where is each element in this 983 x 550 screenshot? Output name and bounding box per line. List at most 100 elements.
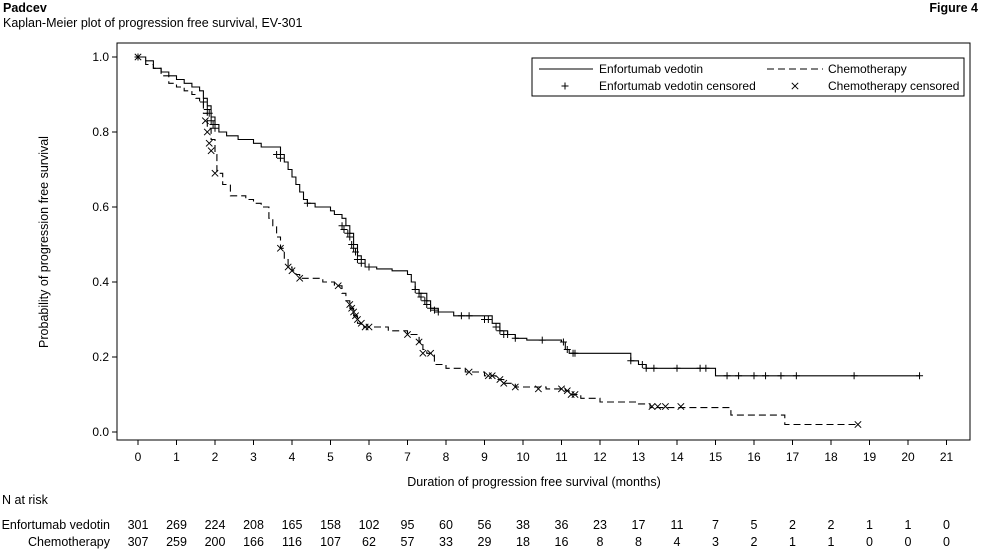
ev-censor-mark xyxy=(207,117,215,125)
risk-count: 33 xyxy=(439,535,453,549)
ev-censor-mark xyxy=(365,263,373,271)
chemo-censor-mark xyxy=(288,267,296,275)
risk-count: 259 xyxy=(166,535,187,549)
ev-censor-mark xyxy=(211,124,219,132)
x-tick-label: 12 xyxy=(593,450,607,464)
chemo-censor-mark xyxy=(677,402,685,411)
risk-count: 11 xyxy=(671,518,684,532)
chemo-censor-mark xyxy=(205,139,213,147)
risk-count: 29 xyxy=(478,535,492,549)
chemo-censor-mark xyxy=(488,372,496,380)
risk-count: 36 xyxy=(555,518,569,532)
risk-count: 4 xyxy=(674,535,681,549)
ev-censor-mark xyxy=(702,364,710,372)
ev-censor-mark xyxy=(496,327,504,335)
ev-censor-mark xyxy=(338,222,346,230)
y-tick-label: 0.4 xyxy=(92,275,109,289)
chemo-censor-mark xyxy=(534,385,542,393)
x-tick-label: 7 xyxy=(404,450,411,464)
ev-censor-mark xyxy=(650,364,658,372)
ev-censor-mark xyxy=(434,308,442,316)
chemo-censor-mark xyxy=(207,147,215,155)
y-tick-label: 0.8 xyxy=(92,125,109,139)
risk-table-title: N at risk xyxy=(2,493,49,507)
risk-count: 1 xyxy=(905,518,912,532)
ev-censor-mark xyxy=(504,331,512,338)
risk-count: 16 xyxy=(555,535,569,549)
risk-count: 269 xyxy=(166,518,187,532)
chemo-censor-mark xyxy=(201,117,209,125)
chemo-censor-mark xyxy=(557,385,566,393)
x-tick-label: 8 xyxy=(443,450,450,464)
ev-censor-mark xyxy=(203,106,211,113)
chemo-censor-mark xyxy=(648,402,656,411)
y-tick-label: 0.2 xyxy=(92,350,109,364)
risk-count: 224 xyxy=(205,518,226,532)
x-tick-label: 11 xyxy=(555,450,568,464)
risk-count: 301 xyxy=(128,518,149,532)
risk-count: 102 xyxy=(359,518,380,532)
x-tick-label: 6 xyxy=(366,450,373,464)
legend: Enfortumab vedotin Chemotherapy Enfortumab… xyxy=(531,57,965,97)
risk-count: 0 xyxy=(905,535,912,549)
ev-censor-mark xyxy=(346,233,354,241)
chemo-censor-mark xyxy=(511,383,519,391)
x-tick-label: 14 xyxy=(670,450,684,464)
risk-count: 8 xyxy=(597,535,604,549)
ev-censor-mark xyxy=(415,289,423,297)
ev-censor-mark xyxy=(411,286,419,293)
ev-censor-mark xyxy=(465,312,473,320)
y-axis-label: Probability of progression free survival xyxy=(37,136,51,348)
risk-count: 57 xyxy=(401,535,415,549)
legend-ev-censor-swatch xyxy=(561,82,569,90)
x-tick-label: 15 xyxy=(709,450,723,464)
ev-censor-mark xyxy=(792,372,800,380)
legend-box xyxy=(531,57,965,97)
ev-censor-mark xyxy=(417,293,425,301)
chart-subtitle: Kaplan-Meier plot of progression free su… xyxy=(3,16,303,30)
plot-frame xyxy=(116,42,971,441)
chemo-censor-mark xyxy=(351,312,360,320)
ev-censor-mark xyxy=(559,338,567,346)
ev-curve xyxy=(138,56,920,377)
chemo-censor-mark xyxy=(334,282,342,290)
ev-censor-mark xyxy=(209,121,217,128)
chemo-censor-mark xyxy=(203,128,211,136)
ev-censor-mark xyxy=(273,151,281,158)
chemo-censor-mark xyxy=(296,274,304,282)
chemo-censor-mark xyxy=(211,169,219,177)
ev-censor-mark xyxy=(538,336,546,344)
chemo-curve xyxy=(138,56,858,426)
legend-chemo-label: Chemotherapy xyxy=(828,62,907,76)
ev-censor-mark xyxy=(777,372,785,380)
ev-censor-mark xyxy=(735,372,743,380)
risk-count: 2 xyxy=(751,535,758,549)
y-tick-label: 1.0 xyxy=(92,50,109,64)
risk-count: 2 xyxy=(789,518,796,532)
chemo-censor-mark xyxy=(465,368,473,376)
risk-count: 38 xyxy=(516,518,530,532)
risk-count: 95 xyxy=(401,518,415,532)
chemo-censor-mark xyxy=(427,349,435,357)
ev-censor-mark xyxy=(750,372,758,380)
y-tick-label: 0.0 xyxy=(92,425,109,439)
risk-count: 60 xyxy=(439,518,453,532)
x-tick-label: 0 xyxy=(135,450,142,464)
ev-censor-mark xyxy=(344,229,352,237)
ev-censor-mark xyxy=(357,259,365,267)
chemo-censor-mark xyxy=(500,379,508,387)
x-tick-label: 21 xyxy=(940,450,954,464)
x-tick-label: 10 xyxy=(516,450,530,464)
chemo-censor-mark xyxy=(654,402,662,411)
y-tick-label: 0.6 xyxy=(92,200,109,214)
product-name: Padcev xyxy=(3,1,47,15)
legend-chemo-censor-swatch xyxy=(791,82,799,90)
x-tick-label: 3 xyxy=(250,450,257,464)
x-tick-label: 5 xyxy=(327,450,334,464)
ev-censor-mark xyxy=(353,256,361,263)
ev-censor-mark xyxy=(303,199,311,207)
ev-censor-mark xyxy=(638,361,646,368)
x-tick-label: 9 xyxy=(481,450,488,464)
ev-censor-mark xyxy=(723,372,731,380)
